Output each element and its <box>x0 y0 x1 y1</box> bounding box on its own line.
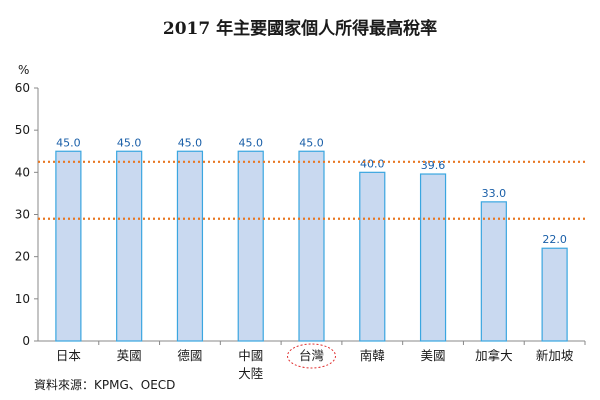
bar <box>55 150 82 342</box>
y-tick-label: 40 <box>15 165 30 179</box>
chart-title: 2017 年主要國家個人所得最高稅率 <box>162 19 438 39</box>
category-label: 加拿大 <box>475 348 513 363</box>
category-label: 大陸 <box>238 366 263 381</box>
y-tick-label: 10 <box>15 292 30 306</box>
data-label: 45.0 <box>56 136 81 149</box>
category-label: 日本 <box>56 348 82 363</box>
category-label: 中國 <box>238 348 263 363</box>
y-tick-label: 50 <box>15 123 30 137</box>
bar <box>359 171 386 342</box>
y-tick-label: 0 <box>22 334 30 348</box>
bar <box>541 247 568 342</box>
category-label: 台灣 <box>299 348 324 363</box>
source-note: 資料來源：KPMG、OECD <box>34 378 176 392</box>
data-label: 22.0 <box>542 233 567 246</box>
category-label: 南韓 <box>360 348 385 363</box>
y-tick-label: 60 <box>15 81 30 95</box>
y-tick-label: 30 <box>15 208 30 222</box>
category-label: 新加坡 <box>536 348 574 363</box>
bar <box>176 150 204 342</box>
y-tick-label: 20 <box>15 250 30 264</box>
data-label: 45.0 <box>299 136 324 149</box>
data-label: 33.0 <box>482 187 507 200</box>
category-label: 德國 <box>177 348 202 363</box>
category-label: 英國 <box>117 348 142 363</box>
bar <box>237 150 264 342</box>
y-axis-unit-label: % <box>18 63 29 77</box>
bar <box>116 150 143 342</box>
data-label: 45.0 <box>117 136 142 149</box>
category-label: 美國 <box>421 348 446 363</box>
bar <box>419 173 447 342</box>
bar <box>298 150 325 342</box>
highlight-circle <box>287 343 336 369</box>
data-label: 45.0 <box>238 136 263 149</box>
data-label: 45.0 <box>178 136 203 149</box>
bar <box>480 201 507 342</box>
data-label: 40.0 <box>360 157 385 170</box>
